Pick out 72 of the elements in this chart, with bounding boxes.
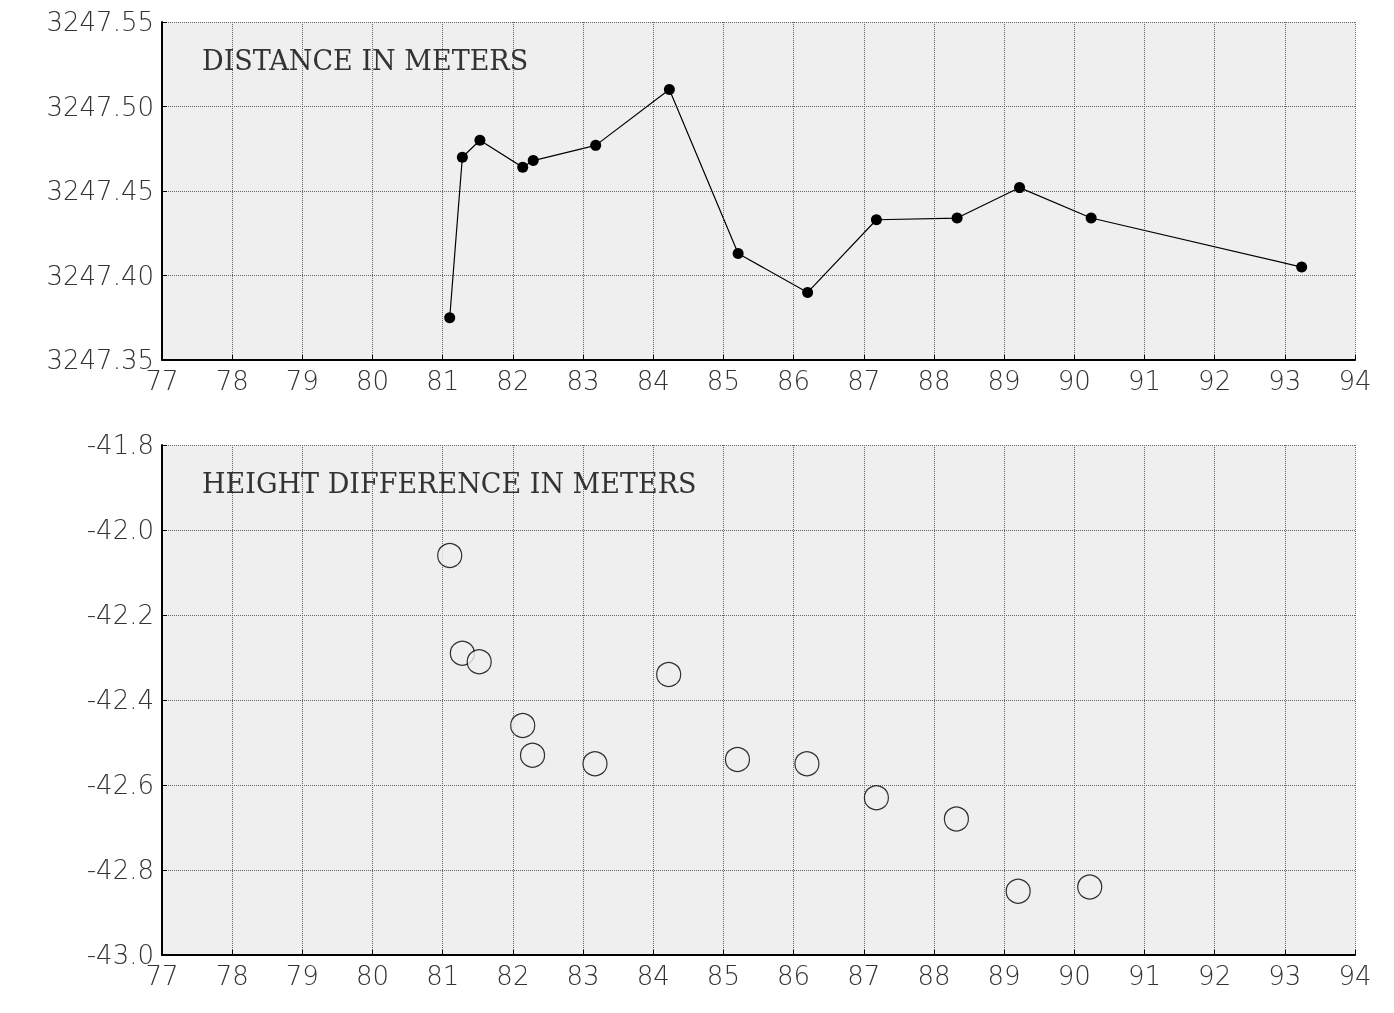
- point: [444, 312, 456, 324]
- x-tick-label: 85: [706, 961, 740, 991]
- point: [663, 84, 675, 96]
- x-tick-label: 78: [215, 366, 249, 396]
- x-tick-label: 91: [1127, 961, 1162, 991]
- x-tick-label: 87: [847, 961, 881, 991]
- x-tick-label: 79: [285, 961, 319, 991]
- x-tick-label: 82: [496, 366, 530, 396]
- x-tick-label: 94: [1338, 366, 1372, 396]
- x-tick-label: 81: [426, 961, 460, 991]
- x-tick-label: 87: [847, 366, 881, 396]
- y-tick-label: 3247.40: [46, 260, 154, 291]
- point: [1296, 261, 1308, 273]
- x-tick-label: 83: [566, 366, 600, 396]
- point: [951, 212, 963, 224]
- x-tick-label: 89: [987, 961, 1021, 991]
- x-tick-label: 88: [917, 961, 951, 991]
- point: [943, 806, 969, 832]
- point: [1014, 182, 1026, 194]
- y-tick-label: -42.6: [86, 770, 154, 800]
- point: [802, 286, 814, 298]
- x-tick-label: 81: [426, 366, 460, 396]
- x-tick-label: 94: [1338, 961, 1372, 991]
- y-tick-label: -42.0: [86, 515, 154, 545]
- y-tick-label: -42.4: [86, 685, 154, 715]
- point: [590, 139, 602, 151]
- point: [466, 649, 492, 675]
- x-tick-label: 88: [917, 366, 951, 396]
- y-tick-label: -42.2: [86, 600, 154, 630]
- point: [1077, 874, 1103, 900]
- text: DISTANCE IN METERS: [202, 45, 529, 76]
- x-tick-label: 78: [215, 961, 249, 991]
- point: [794, 751, 820, 777]
- point: [656, 661, 682, 688]
- x-tick-label: 86: [777, 366, 811, 396]
- point: [1005, 878, 1031, 904]
- point: [870, 214, 882, 226]
- point: [724, 746, 751, 773]
- x-tick-label: 80: [355, 366, 390, 396]
- y-tick-label: 3247.50: [46, 91, 154, 122]
- point: [732, 248, 744, 260]
- point: [527, 155, 539, 167]
- point: [582, 751, 608, 777]
- y-tick-label: -41.8: [86, 430, 154, 460]
- point: [517, 161, 529, 173]
- x-tick-label: 83: [566, 961, 600, 991]
- x-tick-label: 91: [1127, 366, 1162, 396]
- x-tick-label: 79: [285, 366, 319, 396]
- y-tick-label: 3247.55: [46, 7, 154, 37]
- point: [1085, 212, 1097, 224]
- point: [519, 742, 546, 768]
- x-tick-label: 90: [1057, 961, 1091, 991]
- x-tick-label: 80: [355, 961, 390, 991]
- x-tick-label: 89: [987, 366, 1021, 396]
- x-tick-label: 86: [777, 961, 811, 991]
- point: [474, 134, 486, 146]
- text: HEIGHT DIFFERENCE IN METERS: [202, 468, 697, 499]
- x-tick-label: 92: [1198, 961, 1232, 991]
- x-tick-label: 93: [1268, 961, 1302, 991]
- x-tick-label: 92: [1198, 366, 1232, 396]
- point: [456, 151, 468, 163]
- x-tick-label: 82: [496, 961, 530, 991]
- x-tick-label: 85: [706, 366, 740, 396]
- point: [863, 785, 889, 811]
- x-tick-label: 90: [1057, 366, 1091, 396]
- x-tick-label: 93: [1268, 366, 1302, 396]
- x-tick-label: 84: [636, 366, 670, 396]
- point: [437, 542, 463, 569]
- x-tick-label: 84: [636, 961, 670, 991]
- y-tick-label: -42.8: [86, 855, 154, 885]
- point: [510, 712, 536, 739]
- y-tick-label: 3247.45: [46, 176, 154, 206]
